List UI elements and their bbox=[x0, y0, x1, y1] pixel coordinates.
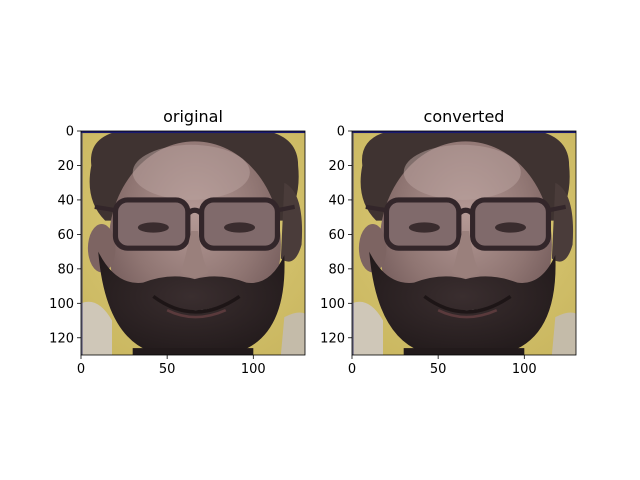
y-tick-label: 80 bbox=[57, 262, 74, 277]
subplot-1: original 0 50 100 0 20 40 60 80 100 120 bbox=[49, 107, 305, 377]
y-tick-label: 60 bbox=[328, 228, 345, 243]
axes-frame bbox=[80, 130, 306, 356]
y-tick-label: 40 bbox=[57, 193, 74, 208]
y-tick-label: 0 bbox=[66, 125, 74, 140]
y-tick-label: 120 bbox=[320, 331, 345, 346]
axes-frame bbox=[351, 130, 577, 356]
y-tick-label: 40 bbox=[328, 193, 345, 208]
image-2 bbox=[352, 131, 576, 355]
subplot-title: original bbox=[163, 107, 223, 126]
x-tick-label: 100 bbox=[241, 362, 266, 377]
x-tick-label: 100 bbox=[512, 362, 537, 377]
y-tick-label: 100 bbox=[320, 297, 345, 312]
y-tick-label: 80 bbox=[328, 262, 345, 277]
y-tick-label: 20 bbox=[328, 159, 345, 174]
y-tick-label: 20 bbox=[57, 159, 74, 174]
subplot-title: converted bbox=[424, 107, 505, 126]
subplot-2: converted 0 50 100 0 20 40 60 80 100 120 bbox=[320, 107, 576, 377]
y-tick-label: 0 bbox=[337, 125, 345, 140]
x-tick-label: 0 bbox=[77, 362, 85, 377]
y-tick-label: 100 bbox=[49, 297, 74, 312]
x-tick-label: 0 bbox=[348, 362, 356, 377]
y-tick-label: 120 bbox=[49, 331, 74, 346]
image-1 bbox=[81, 131, 305, 355]
x-tick-label: 50 bbox=[159, 362, 176, 377]
y-tick-label: 60 bbox=[57, 228, 74, 243]
x-tick-label: 50 bbox=[430, 362, 447, 377]
